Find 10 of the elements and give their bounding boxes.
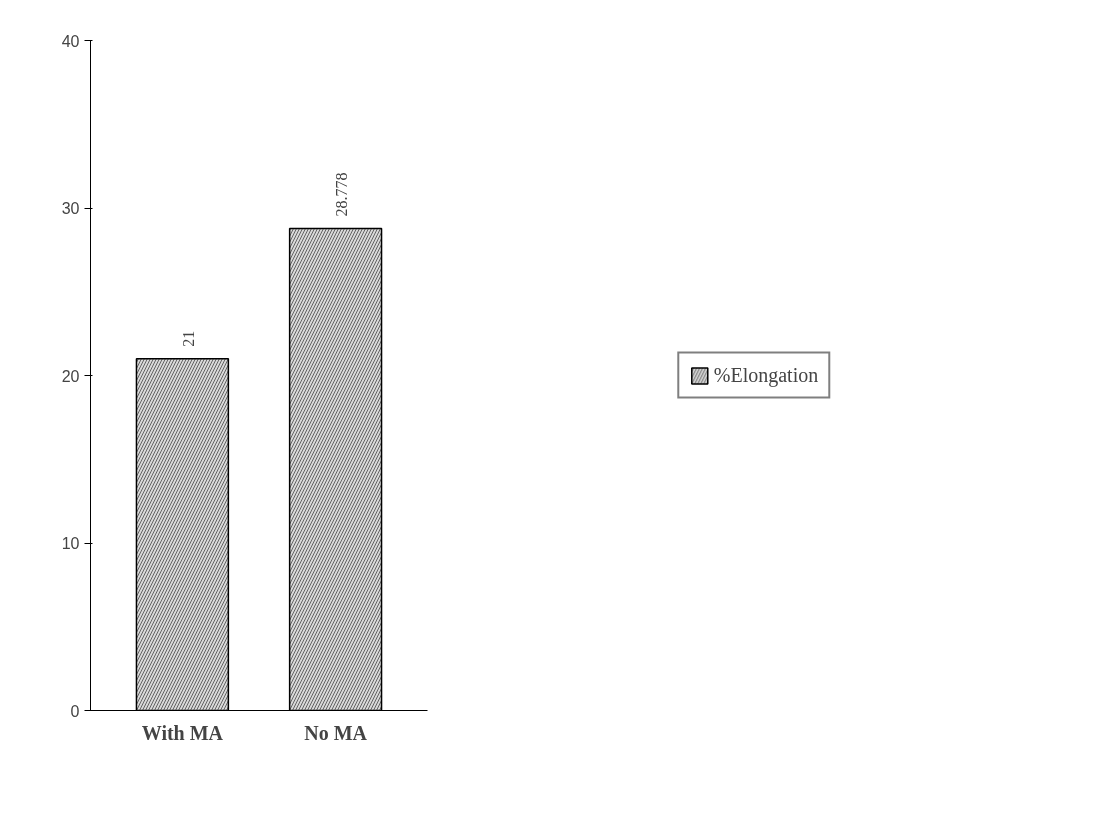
y-tick-label: 0 bbox=[70, 702, 80, 720]
y-tick-label: 20 bbox=[61, 367, 80, 385]
data-label: 21 bbox=[179, 330, 197, 347]
x-tick-label: With MA bbox=[141, 721, 224, 744]
legend-label: %Elongation bbox=[713, 363, 819, 387]
y-tick-label: 40 bbox=[61, 32, 80, 50]
y-tick-label: 10 bbox=[61, 535, 80, 552]
data-label: 28.778 bbox=[333, 172, 351, 217]
y-tick-label: 30 bbox=[61, 200, 80, 217]
x-tick-label: No MA bbox=[304, 721, 368, 744]
